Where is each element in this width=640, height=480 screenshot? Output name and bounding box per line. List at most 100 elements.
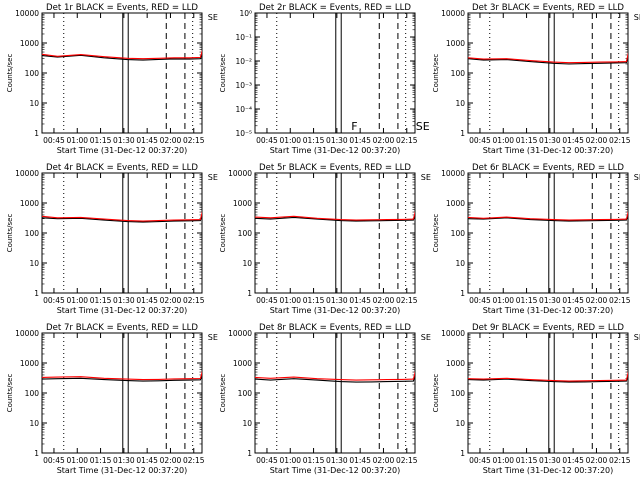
plot-frame: [254, 12, 416, 134]
x-tick-label: 01:00: [492, 136, 514, 145]
plot-frame: [41, 12, 203, 134]
y-axis-label: Counts/sec: [6, 374, 14, 413]
x-tick-label: 02:15: [609, 456, 631, 465]
x-tick-label: 01:15: [90, 456, 112, 465]
panel-det-4: Det 4r BLACK = Events, RED = LLD 1 10 100 10…: [6, 163, 218, 315]
x-tick-label: 01:45: [349, 296, 371, 305]
y-tick-label: 1000: [20, 199, 39, 208]
y-tick-label: 10: [242, 259, 252, 268]
y-axis-label: Counts/sec: [219, 214, 227, 253]
x-tick-label: 01:30: [539, 456, 561, 465]
events-series-line: [468, 212, 628, 222]
x-axis-label: Start Time (31-Dec-12 00:37:20): [270, 466, 401, 475]
x-axis-label: Start Time (31-Dec-12 00:37:20): [57, 306, 188, 315]
lld-series-line: [42, 370, 202, 381]
panel-title: Det 6r BLACK = Events, RED = LLD: [472, 163, 624, 173]
y-tick-label: 1: [460, 129, 465, 138]
x-tick-label: 01:15: [516, 296, 538, 305]
x-tick-label: 02:00: [160, 456, 182, 465]
x-tick-label: 01:15: [303, 296, 325, 305]
x-tick-label: 02:00: [160, 296, 182, 305]
y-tick-label: 10: [455, 99, 465, 108]
y-tick-label: 10000: [441, 9, 465, 18]
x-tick-label: 00:45: [256, 296, 278, 305]
x-tick-label: 02:15: [396, 456, 418, 465]
panel-det-2: Det 2r BLACK = Events, RED = LLD 10⁻⁵ 10⁻⁴…: [219, 3, 430, 155]
x-tick-label: 00:45: [43, 456, 65, 465]
y-tick-label: 100: [25, 389, 40, 398]
y-tick-label: 10: [29, 419, 39, 428]
y-tick-label: 10: [29, 259, 39, 268]
events-series-line: [42, 372, 202, 382]
y-tick-label: 1000: [233, 359, 252, 368]
x-tick-label: 01:30: [113, 136, 135, 145]
y-axis-label: Counts/sec: [219, 54, 227, 93]
flag-label: SE: [634, 333, 640, 342]
plot-frame: [41, 172, 203, 294]
x-tick-label: 02:15: [183, 136, 205, 145]
y-tick-label: 10⁻²: [235, 57, 252, 66]
x-tick-label: 01:00: [492, 296, 514, 305]
x-axis-label: Start Time (31-Dec-12 00:37:20): [483, 466, 614, 475]
x-tick-label: 00:45: [469, 296, 491, 305]
panel-det-8: Det 8r BLACK = Events, RED = LLD 1 10 100 10…: [219, 323, 431, 475]
x-tick-label: 02:15: [396, 136, 418, 145]
panel-title: Det 4r BLACK = Events, RED = LLD: [46, 163, 198, 173]
y-tick-label: 10⁻⁴: [235, 105, 252, 114]
x-axis-label: Start Time (31-Dec-12 00:37:20): [483, 306, 614, 315]
plot-frame: [467, 12, 629, 134]
panel-det-7: Det 7r BLACK = Events, RED = LLD 1 10 100 10…: [6, 323, 218, 475]
lld-series-line: [42, 210, 202, 222]
lld-series-line: [468, 371, 628, 382]
lld-series-line: [42, 49, 202, 60]
x-tick-label: 02:15: [183, 296, 205, 305]
panel-det-3: Det 3r BLACK = Events, RED = LLD 1 10 100 10…: [432, 3, 640, 155]
y-tick-label: 10000: [15, 9, 39, 18]
flag-label: SE: [421, 173, 431, 182]
plot-frame: [41, 332, 203, 454]
y-tick-label: 1: [460, 289, 465, 298]
flag-label: SE: [416, 120, 430, 133]
x-tick-label: 01:45: [562, 456, 584, 465]
x-tick-label: 01:45: [349, 456, 371, 465]
y-axis-label: Counts/sec: [432, 54, 440, 93]
panel-title: Det 8r BLACK = Events, RED = LLD: [259, 323, 411, 333]
y-tick-label: 1: [460, 449, 465, 458]
y-tick-label: 10000: [228, 329, 252, 338]
y-tick-label: 100: [451, 69, 466, 78]
y-tick-label: 10⁻¹: [235, 33, 252, 42]
x-tick-label: 01:00: [66, 456, 88, 465]
x-tick-label: 01:45: [136, 456, 158, 465]
y-tick-label: 1: [247, 449, 252, 458]
y-tick-label: 100: [25, 69, 40, 78]
y-axis-label: Counts/sec: [432, 214, 440, 253]
y-tick-label: 10: [455, 419, 465, 428]
x-tick-label: 01:30: [326, 136, 348, 145]
x-tick-label: 01:30: [326, 296, 348, 305]
x-tick-label: 01:00: [66, 296, 88, 305]
y-tick-label: 1: [34, 129, 39, 138]
x-tick-label: 01:15: [90, 136, 112, 145]
x-tick-label: 01:30: [113, 456, 135, 465]
panel-title: Det 5r BLACK = Events, RED = LLD: [259, 163, 411, 173]
y-tick-label: 1000: [233, 199, 252, 208]
y-tick-label: 1000: [20, 39, 39, 48]
lld-series-line: [255, 370, 415, 381]
y-tick-label: 10: [455, 259, 465, 268]
y-tick-label: 10000: [228, 169, 252, 178]
events-series-line: [42, 212, 202, 223]
panel-det-1: Det 1r BLACK = Events, RED = LLD 1 10 100 10…: [6, 3, 218, 155]
x-tick-label: 01:30: [539, 296, 561, 305]
lld-series-line: [468, 210, 628, 221]
y-tick-label: 1000: [20, 359, 39, 368]
panel-title: Det 2r BLACK = Events, RED = LLD: [259, 3, 411, 13]
panel-title: Det 7r BLACK = Events, RED = LLD: [46, 323, 198, 333]
x-tick-label: 01:00: [279, 456, 301, 465]
events-series-line: [255, 372, 415, 383]
y-tick-label: 10⁻³: [235, 81, 252, 90]
x-tick-label: 00:45: [43, 296, 65, 305]
lld-series-line: [255, 210, 415, 221]
x-tick-label: 02:15: [183, 456, 205, 465]
panel-det-9: Det 9r BLACK = Events, RED = LLD 1 10 100 10…: [432, 323, 640, 475]
y-tick-label: 100: [25, 229, 40, 238]
